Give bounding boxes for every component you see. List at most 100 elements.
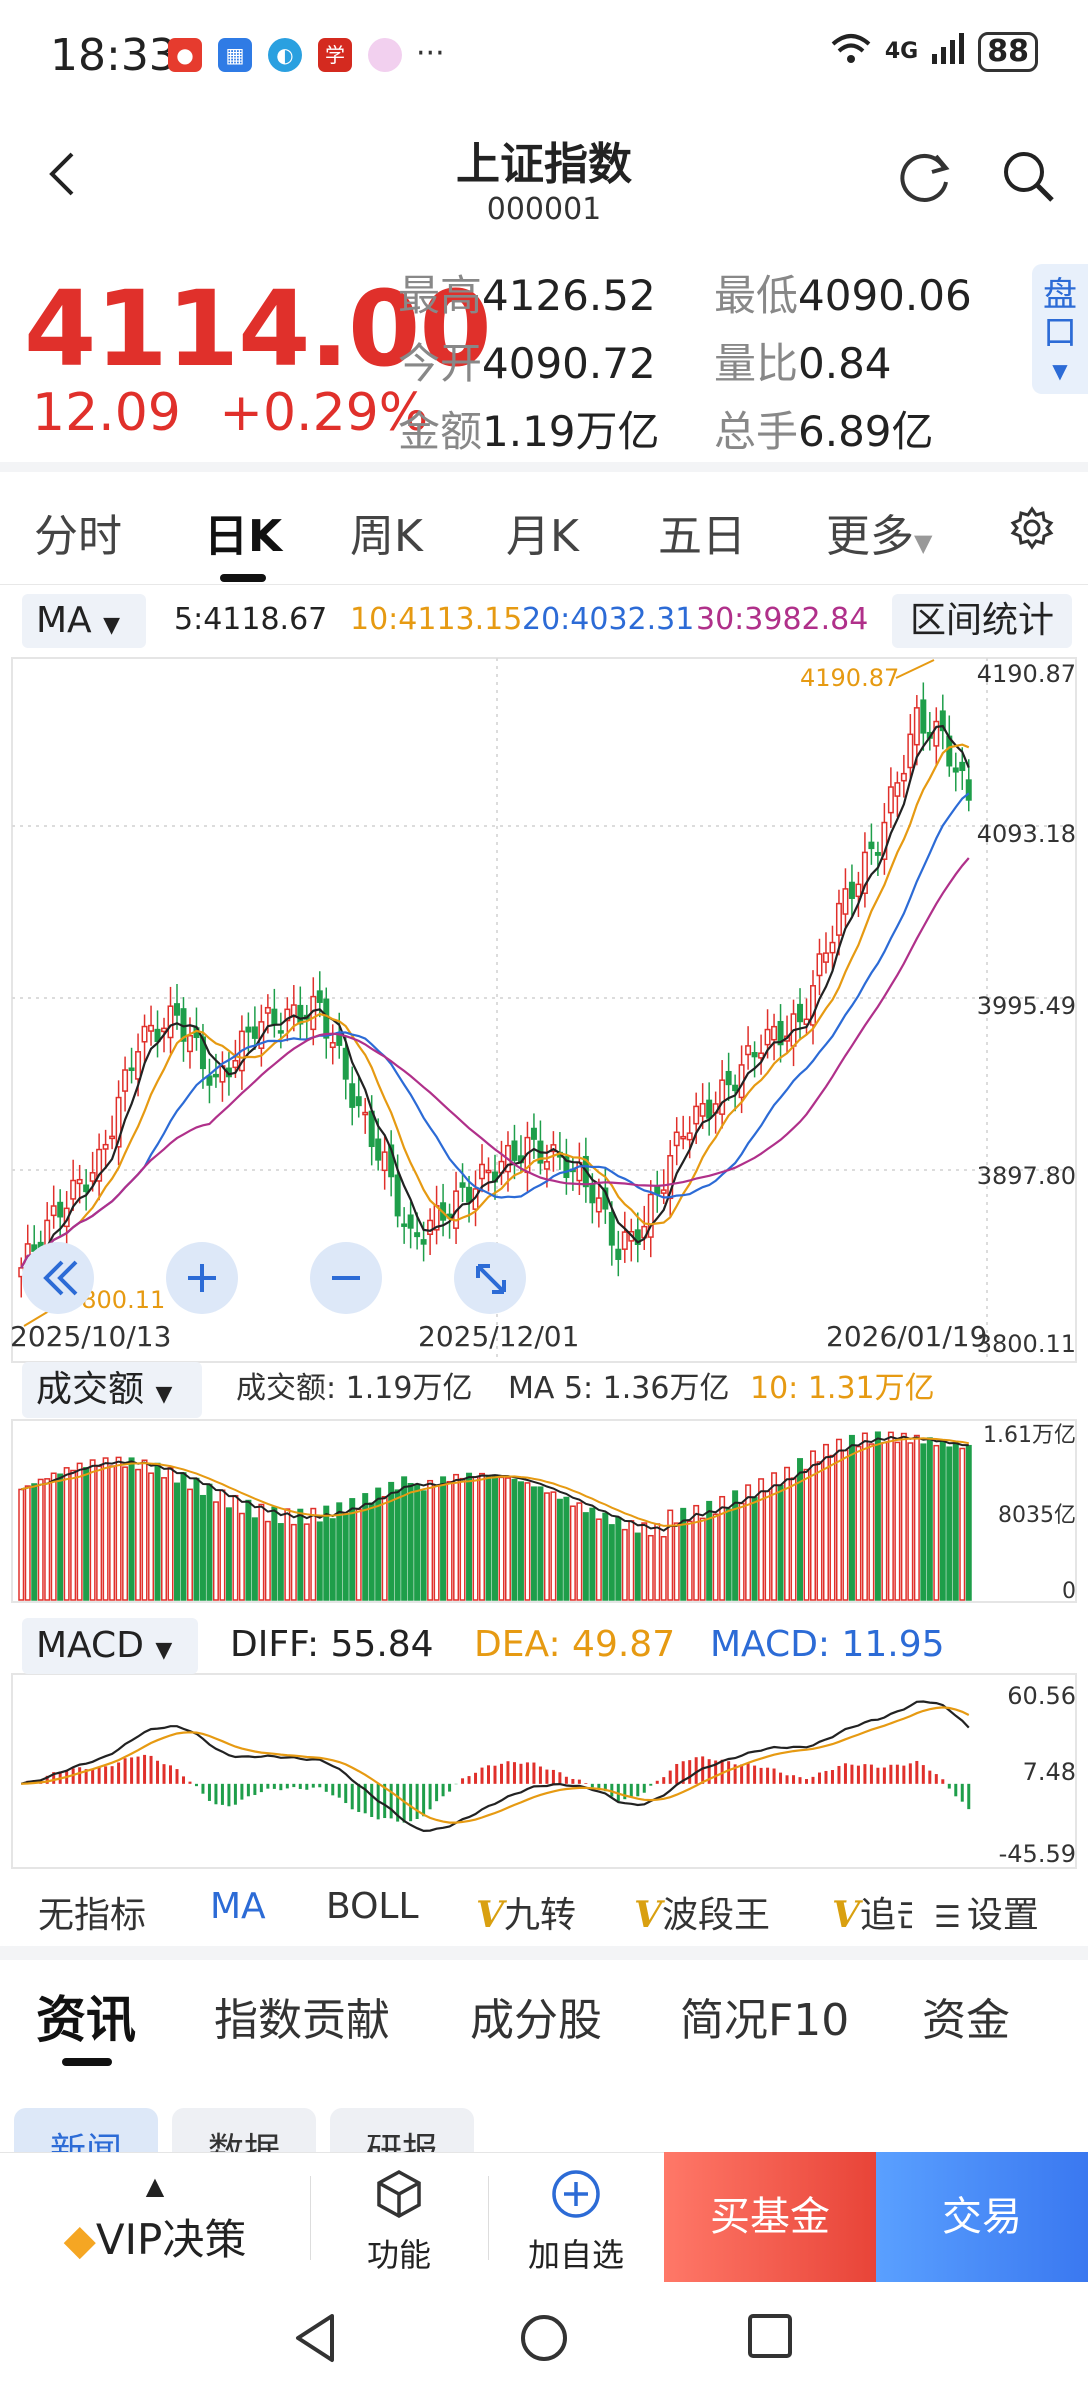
nav-recents-icon[interactable] xyxy=(746,2312,794,2360)
hands-value: 6.89亿 xyxy=(798,407,934,456)
low-row: 最低4090.06 xyxy=(714,262,972,323)
volume-bar xyxy=(835,1438,842,1601)
add-watchlist-label: 加自选 xyxy=(527,2236,624,2274)
vip-decision-button[interactable]: ▲ ◆VIP决策 xyxy=(0,2152,310,2282)
volume-bar xyxy=(141,1459,148,1601)
kline-chart[interactable]: 4190.87 4093.18 3995.49 3897.80 3800.11 … xyxy=(0,650,1088,1870)
candle xyxy=(148,1005,155,1046)
volume-selector[interactable]: 成交额 ▼ xyxy=(22,1362,202,1418)
volume-bar xyxy=(810,1450,816,1601)
volume-bar xyxy=(530,1486,537,1601)
candle xyxy=(128,1047,135,1084)
volume-ma5-line xyxy=(20,1435,969,1532)
candle xyxy=(894,771,901,817)
candle xyxy=(459,1163,466,1203)
candle xyxy=(654,1170,661,1213)
scroll-left-button[interactable] xyxy=(22,1242,94,1314)
volume-bar xyxy=(24,1485,31,1601)
function-button[interactable]: 功能 xyxy=(310,2152,488,2282)
candle xyxy=(115,1080,122,1166)
tab-profile-f10[interactable]: 简况F10 xyxy=(680,1995,850,2046)
candle xyxy=(381,1136,388,1190)
candlesticks xyxy=(18,682,972,1298)
tab-intraday[interactable]: 分时 xyxy=(34,511,122,562)
pankou-label: 盘口 xyxy=(1043,275,1077,353)
volume-bar xyxy=(965,1444,972,1601)
candle xyxy=(615,1230,622,1277)
volume-bar xyxy=(336,1502,343,1601)
tab-monthly-k[interactable]: 月K xyxy=(506,511,579,562)
vip-v-icon: V xyxy=(832,1894,860,1936)
volume-bar xyxy=(329,1518,336,1601)
candle xyxy=(329,1024,336,1065)
tab-weekly-k[interactable]: 周K xyxy=(350,511,423,562)
volume-bar xyxy=(342,1513,349,1601)
volume-bar xyxy=(504,1477,511,1601)
macd-selector[interactable]: MACD ▼ xyxy=(22,1618,198,1674)
tab-daily-k[interactable]: 日K xyxy=(204,511,283,562)
zoom-out-button[interactable] xyxy=(310,1242,382,1314)
indicator-none[interactable]: 无指标 xyxy=(38,1895,147,1936)
candle xyxy=(822,932,829,974)
indicator-zhuiji[interactable]: V追击 xyxy=(832,1886,912,1938)
pankou-button[interactable]: 盘口 ▼ xyxy=(1032,264,1088,394)
refresh-icon[interactable] xyxy=(896,148,954,210)
candle xyxy=(297,986,304,1041)
candle xyxy=(816,938,823,996)
add-watchlist-button[interactable]: 加自选 xyxy=(488,2152,664,2282)
volume-bar xyxy=(63,1467,70,1601)
candle xyxy=(530,1113,537,1159)
candle xyxy=(758,1034,765,1075)
buy-fund-button[interactable]: 买基金 xyxy=(664,2152,876,2282)
indicator-boduanwang[interactable]: V波段王 xyxy=(634,1886,770,1938)
nav-home-icon[interactable] xyxy=(518,2312,570,2364)
hands-label: 总手 xyxy=(714,407,799,456)
ratio-value: 0.84 xyxy=(798,339,892,388)
volume-bar xyxy=(686,1520,693,1601)
candle xyxy=(706,1082,713,1136)
trade-button[interactable]: 交易 xyxy=(876,2152,1088,2282)
tab-constituents[interactable]: 成分股 xyxy=(470,1995,602,2046)
back-icon[interactable] xyxy=(48,150,76,202)
candle xyxy=(810,970,816,1045)
range-stats-button[interactable]: 区间统计 xyxy=(892,594,1072,648)
sliders-icon: ☰ xyxy=(934,1900,961,1935)
fullscreen-button[interactable] xyxy=(454,1242,526,1314)
ytick-3: 3995.49 xyxy=(977,992,1076,1020)
volume-bar xyxy=(310,1507,317,1601)
volume-bar xyxy=(751,1496,758,1601)
amount-label: 金额 xyxy=(398,407,483,456)
volume-bar xyxy=(790,1477,797,1601)
ma-selector[interactable]: MA ▼ xyxy=(22,594,146,648)
volume-bar xyxy=(933,1444,940,1601)
tab-more[interactable]: 更多▼ xyxy=(826,500,932,564)
indicator-settings-label: 设置 xyxy=(966,1895,1039,1936)
candle xyxy=(855,871,862,918)
dea-line xyxy=(21,1706,970,1824)
candle xyxy=(479,1144,486,1193)
indicator-zhuiji-label: 追击 xyxy=(859,1895,912,1936)
candle xyxy=(719,1060,726,1129)
indicator-ma[interactable]: MA xyxy=(210,1886,266,1927)
wifi-icon xyxy=(829,30,873,73)
news-app-icon: 学 xyxy=(318,38,352,72)
stock-code: 000001 xyxy=(486,192,602,227)
volume-bar xyxy=(44,1478,51,1601)
tab-funds[interactable]: 资金 xyxy=(922,1995,1010,2046)
volume-bar xyxy=(57,1473,64,1601)
indicator-boll[interactable]: BOLL xyxy=(326,1886,419,1927)
indicator-settings[interactable]: ☰ 设置 xyxy=(934,1886,1039,1938)
search-icon[interactable] xyxy=(1000,148,1056,208)
tab-news[interactable]: 资讯 xyxy=(36,1991,136,2049)
high-label: 最高 xyxy=(398,271,483,320)
volume-ytick-1: 1.61万亿 xyxy=(983,1423,1076,1448)
settings-icon[interactable] xyxy=(1010,506,1054,554)
tab-five-day[interactable]: 五日 xyxy=(658,511,746,562)
function-label: 功能 xyxy=(366,2236,431,2274)
indicator-jiuzhuan[interactable]: V九转 xyxy=(476,1886,576,1938)
zoom-in-button[interactable] xyxy=(166,1242,238,1314)
tab-index-contribution[interactable]: 指数贡献 xyxy=(214,1995,390,2046)
system-nav-bar xyxy=(0,2282,1088,2400)
change-value: 12.09 xyxy=(32,383,181,443)
nav-back-icon[interactable] xyxy=(292,2312,340,2364)
